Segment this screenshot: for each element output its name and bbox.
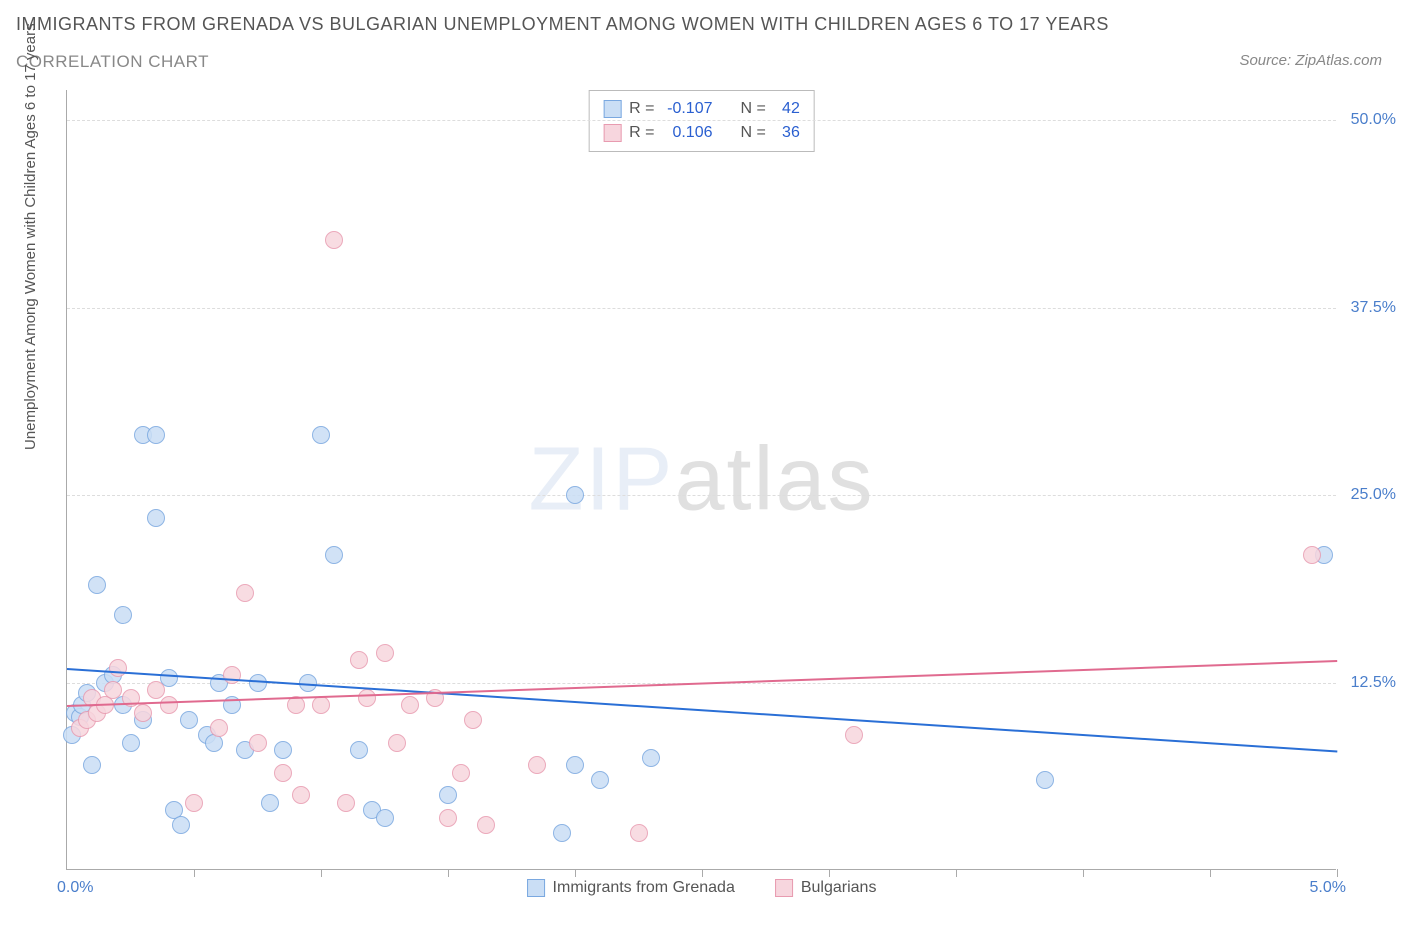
marker-series-2 [147, 681, 165, 699]
x-tick [1337, 869, 1338, 877]
x-tick [1210, 869, 1211, 877]
x-tick [194, 869, 195, 877]
marker-series-2 [185, 794, 203, 812]
marker-series-2 [464, 711, 482, 729]
marker-series-2 [104, 681, 122, 699]
marker-series-1 [1036, 771, 1054, 789]
y-tick-label: 25.0% [1341, 486, 1396, 504]
swatch-series-1 [603, 100, 621, 118]
x-tick [702, 869, 703, 877]
marker-series-1 [566, 486, 584, 504]
marker-series-2 [439, 809, 457, 827]
r-label: R = [629, 97, 654, 121]
marker-series-1 [350, 741, 368, 759]
series-legend: Immigrants from Grenada Bulgarians [527, 879, 877, 897]
marker-series-2 [274, 764, 292, 782]
marker-series-2 [477, 816, 495, 834]
x-tick [1083, 869, 1084, 877]
marker-series-2 [350, 651, 368, 669]
stats-legend: R = -0.107 N = 42 R = 0.106 N = 36 [588, 90, 815, 152]
marker-series-2 [210, 719, 228, 737]
r-value-2: 0.106 [663, 121, 713, 145]
marker-series-2 [630, 824, 648, 842]
legend-item-1: Immigrants from Grenada [527, 879, 735, 897]
y-axis-label: Unemployment Among Women with Children A… [22, 23, 39, 450]
marker-series-1 [439, 786, 457, 804]
watermark-zip: ZIP [528, 429, 674, 529]
r-label: R = [629, 121, 654, 145]
legend-label-2: Bulgarians [801, 879, 877, 897]
marker-series-1 [147, 426, 165, 444]
marker-series-2 [401, 696, 419, 714]
marker-series-2 [376, 644, 394, 662]
marker-series-2 [325, 231, 343, 249]
x-axis-max-label: 5.0% [1310, 879, 1346, 897]
x-tick [575, 869, 576, 877]
n-value-1: 42 [774, 97, 800, 121]
marker-series-2 [528, 756, 546, 774]
marker-series-1 [88, 576, 106, 594]
marker-series-1 [261, 794, 279, 812]
gridline [67, 495, 1336, 496]
marker-series-1 [122, 734, 140, 752]
marker-series-1 [83, 756, 101, 774]
n-label: N = [741, 97, 766, 121]
marker-series-2 [312, 696, 330, 714]
stats-legend-row: R = 0.106 N = 36 [603, 121, 800, 145]
swatch-series-2 [603, 124, 621, 142]
marker-series-1 [180, 711, 198, 729]
x-tick [448, 869, 449, 877]
marker-series-2 [358, 689, 376, 707]
marker-series-1 [566, 756, 584, 774]
y-tick-label: 50.0% [1341, 111, 1396, 129]
n-value-2: 36 [774, 121, 800, 145]
marker-series-2 [109, 659, 127, 677]
marker-series-1 [553, 824, 571, 842]
y-tick-label: 37.5% [1341, 299, 1396, 317]
gridline [67, 120, 1336, 121]
gridline [67, 308, 1336, 309]
marker-series-2 [388, 734, 406, 752]
marker-series-2 [249, 734, 267, 752]
marker-series-2 [845, 726, 863, 744]
marker-series-2 [452, 764, 470, 782]
marker-series-1 [642, 749, 660, 767]
r-value-1: -0.107 [663, 97, 713, 121]
marker-series-1 [591, 771, 609, 789]
x-axis-min-label: 0.0% [57, 879, 93, 897]
marker-series-1 [274, 741, 292, 759]
source-credit: Source: ZipAtlas.com [1239, 52, 1382, 69]
y-tick-label: 12.5% [1341, 674, 1396, 692]
marker-series-2 [223, 666, 241, 684]
stats-legend-row: R = -0.107 N = 42 [603, 97, 800, 121]
marker-series-1 [376, 809, 394, 827]
marker-series-2 [337, 794, 355, 812]
chart-subtitle: CORRELATION CHART [16, 52, 209, 72]
marker-series-2 [1303, 546, 1321, 564]
marker-series-2 [292, 786, 310, 804]
marker-series-1 [325, 546, 343, 564]
watermark-atlas: atlas [674, 429, 874, 529]
swatch-series-2 [775, 879, 793, 897]
x-tick [956, 869, 957, 877]
watermark: ZIPatlas [528, 428, 874, 531]
chart-title: IMMIGRANTS FROM GRENADA VS BULGARIAN UNE… [16, 14, 1109, 35]
legend-label-1: Immigrants from Grenada [553, 879, 735, 897]
marker-series-1 [147, 509, 165, 527]
x-tick [321, 869, 322, 877]
swatch-series-1 [527, 879, 545, 897]
marker-series-1 [114, 606, 132, 624]
marker-series-2 [160, 696, 178, 714]
marker-series-2 [236, 584, 254, 602]
plot-area: ZIPatlas R = -0.107 N = 42 R = 0.106 N =… [66, 90, 1336, 870]
marker-series-1 [172, 816, 190, 834]
legend-item-2: Bulgarians [775, 879, 877, 897]
x-tick [829, 869, 830, 877]
marker-series-1 [312, 426, 330, 444]
n-label: N = [741, 121, 766, 145]
marker-series-2 [134, 704, 152, 722]
